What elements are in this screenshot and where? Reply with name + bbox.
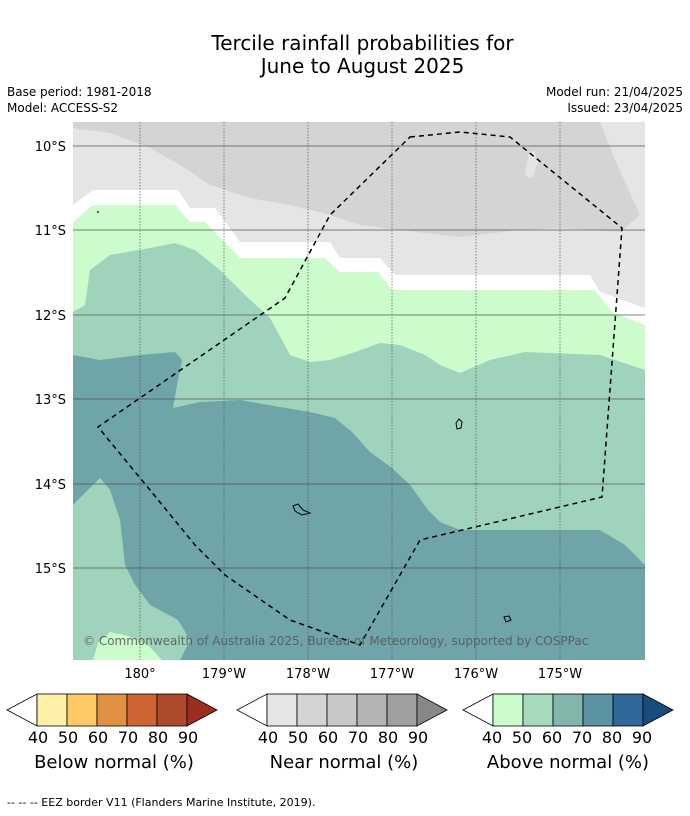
island-south <box>503 615 512 623</box>
colorbar-below-title: Below normal (%) <box>34 752 194 773</box>
longitude-labels: 180° 179°W 178°W 177°W 176°W 175°W <box>124 667 582 682</box>
lon-label: 175°W <box>538 667 582 682</box>
latitude-labels: 10°S 11°S 12°S 13°S 14°S 15°S <box>35 140 66 577</box>
colorbar-swatch <box>266 693 298 727</box>
meta-left: Base period: 1981-2018 Model: ACCESS-S2 <box>7 84 152 116</box>
colorbar-swatch <box>386 693 418 727</box>
chart-title: Tercile rainfall probabilities for June … <box>0 32 690 78</box>
lat-label: 12°S <box>35 309 66 324</box>
lon-label: 178°W <box>286 667 330 682</box>
near-normal-50-region <box>73 122 640 237</box>
copyright-text: © Commonwealth of Australia 2025, Bureau… <box>83 634 588 648</box>
model-text: Model: ACCESS-S2 <box>7 101 119 115</box>
tick-label: 60 <box>541 728 563 747</box>
lat-label: 13°S <box>35 393 66 408</box>
tick-label: 60 <box>317 728 339 747</box>
tick-label: 50 <box>287 728 309 747</box>
tick-label: 50 <box>57 728 79 747</box>
colorbar-swatch <box>36 693 68 727</box>
meta-right: Model run: 21/04/2025 Issued: 23/04/2025 <box>546 84 683 116</box>
island-futuna <box>292 503 312 516</box>
tick-label: 40 <box>27 728 49 747</box>
model-run-text: Model run: 21/04/2025 <box>545 85 683 99</box>
tick-label: 40 <box>481 728 503 747</box>
above-normal-70-region <box>73 352 645 660</box>
colorbar-below-left-arrow <box>6 693 38 727</box>
lat-label: 11°S <box>35 224 66 239</box>
lat-label: 14°S <box>35 478 66 493</box>
colorbar-swatch <box>296 693 328 727</box>
colorbar-near-swatches <box>266 693 448 727</box>
eez-border <box>96 131 623 646</box>
colorbar-swatch <box>552 693 584 727</box>
eez-footnote: -- -- -- EEZ border V11 (Flanders Marine… <box>7 796 316 809</box>
tick-label: 90 <box>177 728 199 747</box>
above-normal-40-southwest <box>93 632 162 660</box>
lon-label: 180° <box>124 667 155 682</box>
colorbar-swatch <box>156 693 188 727</box>
colorbar-below-swatches <box>36 693 218 727</box>
tick-label: 40 <box>257 728 279 747</box>
colorbar-right-arrow <box>186 693 218 727</box>
tick-label: 70 <box>117 728 139 747</box>
title-line-2: June to August 2025 <box>260 54 465 78</box>
title-line-1: Tercile rainfall probabilities for <box>211 31 514 55</box>
lat-label: 10°S <box>35 140 66 155</box>
lon-label: 177°W <box>370 667 414 682</box>
colorbar-above-swatches <box>492 693 674 727</box>
colorbar-near-left-arrow <box>236 693 268 727</box>
tick-label: 70 <box>571 728 593 747</box>
colorbar-swatch <box>612 693 644 727</box>
colorbar-right-arrow <box>642 693 674 727</box>
colorbar-swatch <box>66 693 98 727</box>
colorbar-above <box>462 693 674 727</box>
tick-label: 90 <box>407 728 429 747</box>
colorbar-near <box>236 693 448 727</box>
lat-label: 15°S <box>35 562 66 577</box>
colorbar-swatch <box>492 693 524 727</box>
probability-map: © Commonwealth of Australia 2025, Bureau… <box>35 122 645 682</box>
tick-label: 50 <box>511 728 533 747</box>
near-normal-50-patch <box>525 150 538 178</box>
issued-text: Issued: 23/04/2025 <box>567 101 683 115</box>
tick-label: 60 <box>87 728 109 747</box>
colorbar-swatch <box>582 693 614 727</box>
colorbar-below <box>6 693 218 727</box>
lon-label: 179°W <box>202 667 246 682</box>
tick-label: 80 <box>147 728 169 747</box>
colorbar-swatch <box>126 693 158 727</box>
colorbar-swatch <box>326 693 358 727</box>
tick-label: 70 <box>347 728 369 747</box>
colorbar-right-arrow <box>416 693 448 727</box>
colorbar-above-left-arrow <box>462 693 494 727</box>
colorbar-above-title: Above normal (%) <box>486 752 650 773</box>
tick-label: 90 <box>631 728 653 747</box>
map-fields: © Commonwealth of Australia 2025, Bureau… <box>73 122 645 660</box>
colorbar-swatch <box>96 693 128 727</box>
colorbar-near-title: Near normal (%) <box>269 752 419 773</box>
island-speck <box>97 211 99 213</box>
colorbar-swatch <box>356 693 388 727</box>
island-uvea <box>455 418 463 430</box>
colorbar-swatch <box>522 693 554 727</box>
base-period-text: Base period: 1981-2018 <box>7 85 152 99</box>
gridlines <box>73 122 645 660</box>
lon-label: 176°W <box>454 667 498 682</box>
above-normal-50-southwest <box>73 478 190 660</box>
tick-label: 80 <box>601 728 623 747</box>
tick-label: 80 <box>377 728 399 747</box>
